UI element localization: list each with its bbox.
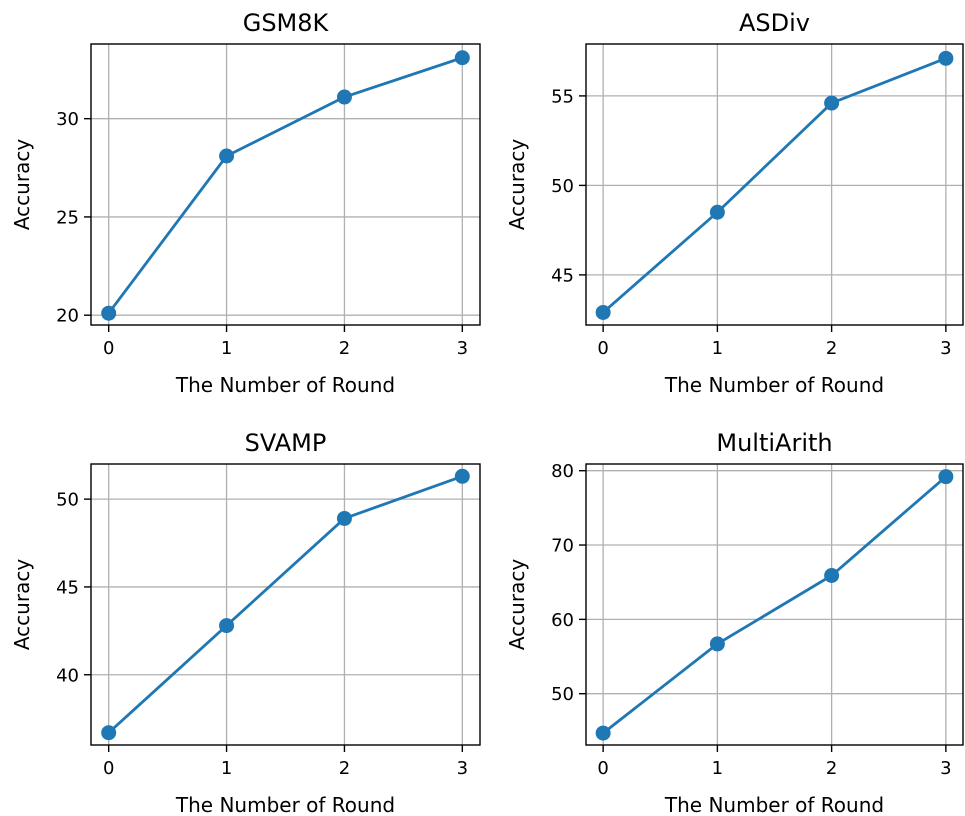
x-tick-label: 1 xyxy=(221,758,232,779)
y-tick-label: 40 xyxy=(56,665,79,686)
data-point xyxy=(709,204,725,220)
x-tick-label: 2 xyxy=(826,338,837,359)
y-tick-label: 45 xyxy=(551,265,574,286)
y-axis-label: Accuracy xyxy=(10,139,34,230)
x-tick-label: 3 xyxy=(457,758,468,779)
y-tick-label: 30 xyxy=(56,109,79,130)
data-point xyxy=(938,50,954,66)
x-tick-label: 2 xyxy=(339,338,350,359)
x-axis-label: The Number of Round xyxy=(175,793,395,816)
y-tick-label: 20 xyxy=(56,306,79,327)
x-axis-label: The Number of Round xyxy=(664,373,884,397)
y-tick-label: 70 xyxy=(551,536,574,557)
x-tick-label: 3 xyxy=(940,758,951,779)
data-point xyxy=(824,95,840,111)
plot-frame xyxy=(90,43,481,326)
data-point xyxy=(336,89,352,105)
y-axis-label: Accuracy xyxy=(505,139,529,230)
chart-panel-svamp: 0 1 2 3 40 45 50 SVAMP The Number of Round Accura… xyxy=(10,429,481,816)
y-tick-label: 50 xyxy=(551,176,574,197)
series-line xyxy=(602,57,947,314)
x-tick-label: 1 xyxy=(221,338,232,359)
x-tick-label: 0 xyxy=(103,758,114,779)
plot-frame xyxy=(585,43,964,326)
data-point xyxy=(938,469,954,485)
x-tick-label: 3 xyxy=(457,338,468,359)
data-point xyxy=(709,636,725,652)
x-tick-label: 3 xyxy=(940,338,951,359)
series-line xyxy=(107,56,463,315)
x-tick-label: 0 xyxy=(597,338,608,359)
chart-title: SVAMP xyxy=(245,429,327,457)
y-axis-label: Accuracy xyxy=(505,559,529,650)
y-tick-label: 80 xyxy=(551,461,574,482)
x-tick-label: 0 xyxy=(103,338,114,359)
x-tick-label: 2 xyxy=(826,758,837,779)
y-tick-label: 25 xyxy=(56,207,79,228)
series-line xyxy=(602,475,947,735)
x-tick-label: 0 xyxy=(597,758,608,779)
data-point xyxy=(336,510,352,526)
y-axis-label: Accuracy xyxy=(10,559,34,650)
chart-panel-multiarith: 0 1 2 3 50 60 70 80 MultiArith The Number of Roun… xyxy=(505,429,964,816)
chart-panel-asdiv: 0 1 2 3 45 50 55 ASDiv The Number of Round Accura… xyxy=(505,9,964,397)
x-tick-label: 2 xyxy=(339,758,350,779)
chart-title: ASDiv xyxy=(739,9,810,37)
plot-frame xyxy=(90,463,481,746)
data-point xyxy=(219,148,235,164)
data-point xyxy=(101,725,117,741)
data-point xyxy=(454,468,470,484)
y-tick-label: 55 xyxy=(551,86,574,107)
chart-title: GSM8K xyxy=(243,9,330,37)
data-point xyxy=(824,568,840,584)
x-tick-label: 1 xyxy=(712,338,723,359)
series-line xyxy=(107,474,463,734)
y-tick-label: 50 xyxy=(56,490,79,511)
plot-frame xyxy=(585,463,964,746)
x-tick-label: 1 xyxy=(712,758,723,779)
y-tick-label: 45 xyxy=(56,577,79,598)
data-point xyxy=(595,304,611,320)
chart-panel-gsm8k: 0 1 2 3 20 25 30 GSM8K The Number of Round Accura… xyxy=(10,9,481,397)
data-point xyxy=(595,725,611,741)
data-point xyxy=(454,50,470,66)
y-tick-label: 50 xyxy=(551,684,574,705)
chart-title: MultiArith xyxy=(716,429,832,457)
x-axis-label: The Number of Round xyxy=(664,793,884,816)
x-axis-label: The Number of Round xyxy=(175,373,395,397)
data-point xyxy=(101,305,117,321)
y-tick-label: 60 xyxy=(551,610,574,631)
data-point xyxy=(219,618,235,634)
